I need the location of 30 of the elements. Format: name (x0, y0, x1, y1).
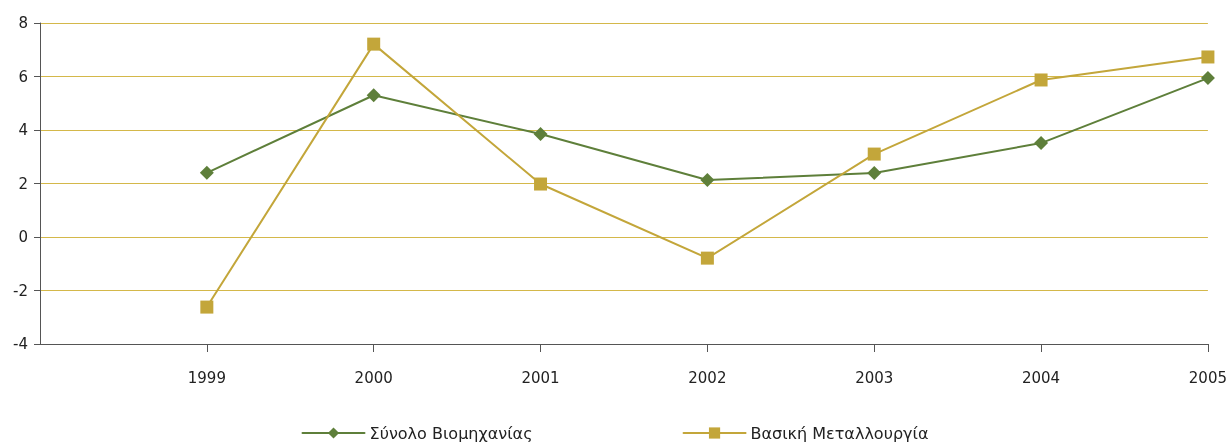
x-tick-label: 2002 (688, 368, 727, 387)
x-tick-label: 2004 (1021, 368, 1061, 387)
point (1200, 71, 1215, 86)
x-tick-label: 1999 (187, 368, 226, 387)
point (534, 177, 548, 191)
x-tick-label: 2003 (855, 368, 894, 387)
y-tick-label: 6 (18, 67, 28, 86)
y-tick-label: -4 (13, 335, 28, 353)
point (700, 173, 715, 188)
point (366, 88, 381, 103)
y-tick-label: -2 (13, 281, 28, 300)
y-tick-label: 4 (18, 121, 28, 139)
legend-label: Βασική Μεταλλουργία (750, 423, 929, 443)
y-tick-label: 2 (18, 174, 28, 193)
point (533, 127, 548, 142)
legend-label: Σύνολο Βιομηχανίας (369, 423, 533, 443)
y-tick-label: 8 (18, 14, 28, 32)
y-tick-label: 0 (18, 228, 28, 246)
point (1034, 73, 1048, 87)
x-tick-label: 2005 (1188, 368, 1228, 387)
point (200, 300, 214, 314)
point (867, 147, 881, 161)
point (700, 251, 714, 265)
point (1034, 136, 1049, 151)
x-tick-label: 2000 (354, 368, 393, 387)
point (867, 166, 882, 181)
point (199, 165, 214, 180)
point (367, 37, 381, 51)
x-tick-label: 2001 (521, 368, 560, 387)
point (1201, 50, 1215, 64)
